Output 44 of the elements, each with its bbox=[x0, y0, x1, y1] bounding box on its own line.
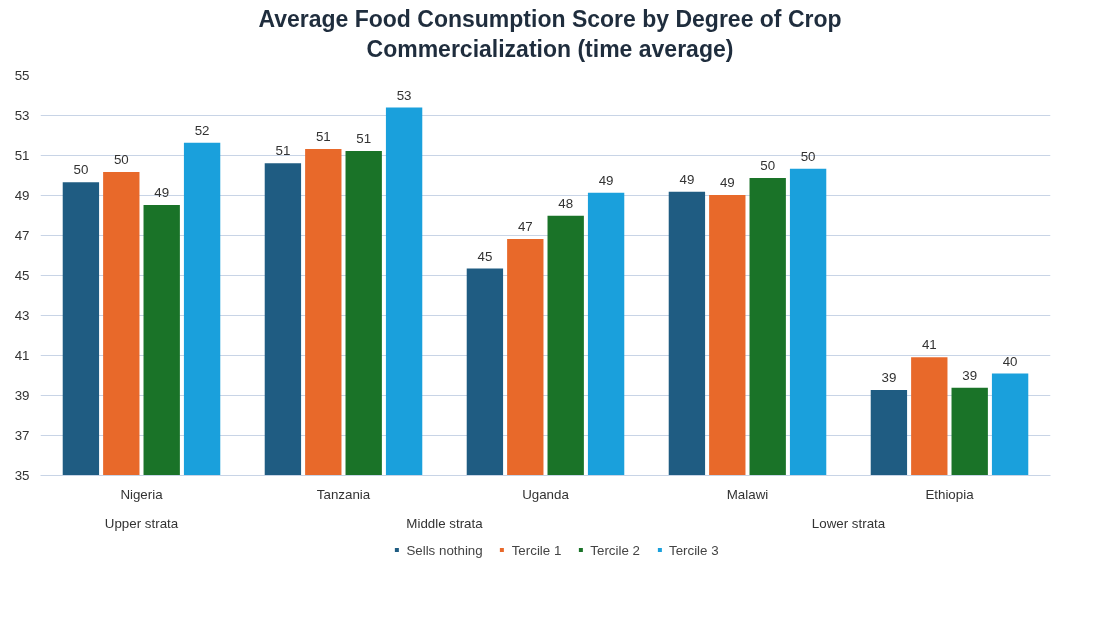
y-tick-label: 53 bbox=[14, 107, 30, 123]
data-label: 50 bbox=[113, 151, 129, 167]
y-tick-label: 51 bbox=[14, 147, 30, 163]
y-tick-label: 43 bbox=[14, 307, 30, 323]
data-label: 41 bbox=[921, 337, 937, 353]
data-label: 39 bbox=[962, 367, 978, 383]
data-label: 47 bbox=[517, 218, 533, 234]
x-tick-label: Ethiopia bbox=[925, 486, 975, 502]
data-label: 53 bbox=[396, 87, 412, 103]
data-label: 49 bbox=[679, 171, 695, 187]
y-tick-label: 45 bbox=[14, 267, 30, 283]
y-tick-label: 49 bbox=[14, 187, 30, 203]
data-label: 45 bbox=[477, 248, 493, 264]
data-label: 51 bbox=[275, 143, 291, 159]
x-tick-label: Tanzania bbox=[316, 486, 371, 502]
legend-label: Tercile 3 bbox=[668, 542, 719, 558]
data-label: 49 bbox=[154, 184, 170, 200]
y-tick-label: 39 bbox=[14, 387, 30, 403]
data-label: 50 bbox=[73, 162, 89, 178]
x-tick-label: Uganda bbox=[522, 486, 570, 502]
data-label: 51 bbox=[315, 128, 331, 144]
data-label: 39 bbox=[881, 369, 897, 385]
text: Lower strata bbox=[811, 515, 886, 531]
text: Middle strata bbox=[406, 515, 484, 531]
data-label: 50 bbox=[760, 157, 776, 173]
data-label: 49 bbox=[719, 174, 735, 190]
legend-label: Sells nothing bbox=[406, 542, 483, 558]
data-label: 50 bbox=[800, 148, 816, 164]
y-tick-label: 41 bbox=[14, 347, 30, 363]
y-tick-label: 55 bbox=[14, 67, 30, 83]
data-label: 52 bbox=[194, 122, 210, 138]
y-tick-label: 35 bbox=[14, 467, 30, 483]
data-label: 48 bbox=[558, 195, 574, 211]
chart-title: Average Food Consumption Score by Degree of Crop Commercialization (time average) bbox=[258, 5, 842, 64]
y-tick-label: 47 bbox=[14, 227, 30, 243]
x-tick-label: Malawi bbox=[726, 486, 769, 502]
text: Upper strata bbox=[104, 515, 179, 531]
data-label: 40 bbox=[1002, 353, 1018, 369]
data-label: 49 bbox=[598, 172, 614, 188]
x-tick-label: Nigeria bbox=[120, 486, 164, 502]
y-tick-label: 37 bbox=[14, 427, 30, 443]
data-label: 51 bbox=[356, 130, 372, 146]
legend-label: Tercile 1 bbox=[511, 542, 562, 558]
legend-label: Tercile 2 bbox=[590, 542, 640, 558]
